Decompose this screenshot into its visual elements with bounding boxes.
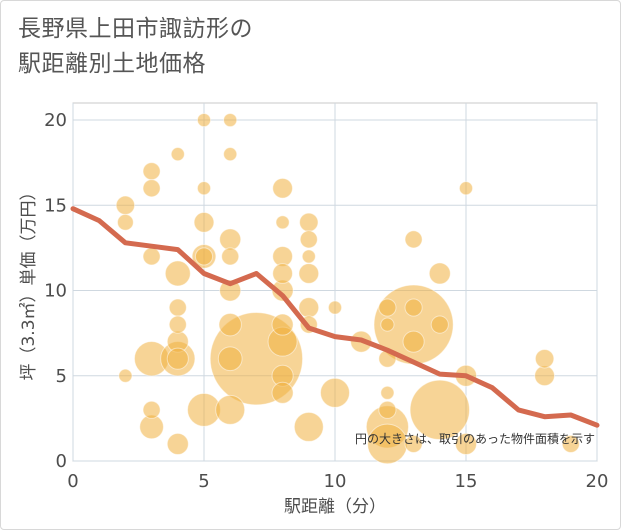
data-bubble [142, 247, 161, 266]
data-bubble [272, 177, 294, 199]
data-bubble [196, 112, 212, 128]
data-bubble [223, 112, 238, 128]
data-bubble [164, 260, 191, 287]
data-bubble [299, 230, 318, 249]
x-tick-label: 0 [67, 471, 78, 492]
x-tick-label: 20 [586, 471, 609, 492]
bubble-series [115, 112, 580, 465]
data-bubble [409, 379, 470, 441]
y-axis-title: 坪（3.3㎡）単価（万円） [19, 183, 39, 380]
data-bubble [193, 211, 215, 233]
y-tick-label: 20 [44, 110, 67, 131]
y-tick-label: 0 [56, 451, 67, 472]
data-bubble [115, 195, 136, 216]
data-bubble [301, 249, 316, 264]
y-tick-label: 5 [56, 366, 67, 387]
data-bubble [378, 298, 397, 317]
data-bubble [319, 377, 351, 408]
data-bubble [221, 247, 240, 266]
data-bubble [166, 432, 189, 456]
data-bubble [430, 315, 449, 334]
data-bubble [166, 347, 189, 370]
data-bubble [196, 181, 212, 196]
trend-line [70, 206, 600, 428]
data-bubble [299, 212, 319, 233]
data-bubble [219, 279, 242, 302]
data-bubble [116, 213, 134, 231]
data-bubble [404, 230, 423, 249]
chart-title: 長野県上田市諏訪形の 駅距離別土地価格 [18, 16, 253, 77]
data-bubble [168, 315, 187, 334]
data-bubble [194, 247, 214, 266]
data-bubble [142, 400, 161, 419]
data-bubble [454, 432, 478, 456]
data-bubble [402, 330, 425, 353]
axis-ticks: 0 5 10 15 20 0 5 10 15 20 [44, 110, 608, 492]
x-tick-label: 10 [324, 471, 347, 492]
data-bubble [272, 263, 294, 284]
x-axis-title: 駅距離（分） [284, 497, 386, 517]
data-bubble [218, 312, 242, 337]
data-bubble [298, 263, 320, 284]
data-bubble [327, 300, 343, 315]
data-bubble [142, 162, 161, 181]
size-note: 円の大きさは、取引のあった物件面積を示す [355, 431, 595, 446]
data-bubble [168, 298, 187, 317]
data-bubble [404, 298, 423, 317]
data-bubble [380, 317, 395, 332]
y-tick-label: 10 [44, 281, 67, 302]
data-bubble [561, 434, 580, 454]
data-bubble [223, 147, 238, 162]
trend-line-group [70, 206, 600, 428]
data-bubble [219, 228, 242, 251]
data-bubble [428, 262, 451, 285]
data-bubble [118, 368, 133, 383]
data-bubble [378, 400, 397, 419]
y-tick-label: 15 [44, 195, 67, 216]
data-bubble [142, 179, 161, 198]
x-tick-label: 15 [455, 471, 478, 492]
data-bubble [215, 394, 246, 425]
data-bubble [271, 381, 294, 404]
data-bubble [275, 215, 290, 230]
data-bubble [534, 365, 555, 387]
data-bubble [380, 385, 395, 400]
data-bubble [298, 297, 320, 318]
data-bubble [170, 147, 185, 162]
data-bubble [534, 348, 555, 369]
data-bubble [458, 181, 474, 196]
data-bubble [217, 346, 243, 372]
x-tick-label: 5 [198, 471, 209, 492]
data-bubble [293, 411, 324, 442]
data-bubble [404, 434, 423, 454]
data-bubble [271, 313, 294, 336]
